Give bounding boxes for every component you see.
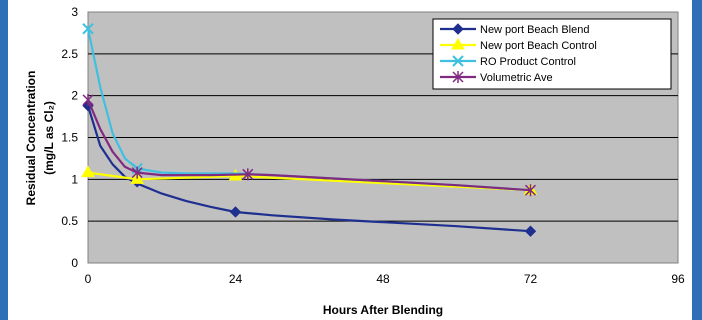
y-tick-label: 2 bbox=[71, 89, 78, 103]
series-line bbox=[86, 105, 531, 233]
marker-stroke bbox=[82, 23, 94, 35]
data-point bbox=[451, 38, 465, 50]
legend-label: RO Product Control bbox=[480, 56, 576, 68]
legend-label: Volumetric Ave bbox=[480, 72, 553, 84]
data-point bbox=[81, 165, 95, 178]
y-tick-label: 0.5 bbox=[61, 214, 78, 228]
chart-frame: 0 0.5 1 1.5 2 2.5 3 0 24 48 72 96 Hours After Blen… bbox=[8, 0, 692, 320]
legend-label: New port Beach Blend bbox=[480, 24, 589, 36]
y-axis-title-line1: Residual Concentration bbox=[24, 71, 38, 206]
series-3 bbox=[82, 93, 537, 197]
x-tick-label: 0 bbox=[85, 272, 92, 286]
y-tick-label: 2.5 bbox=[61, 47, 78, 61]
legend: New port Beach Blend New port Beach Contr… bbox=[432, 18, 672, 90]
data-point bbox=[452, 71, 464, 83]
marker-stroke bbox=[452, 55, 464, 67]
data-point bbox=[524, 225, 537, 237]
series-layer bbox=[81, 23, 538, 237]
y-axis-title-line2: (mg/L as Cl₂) bbox=[42, 101, 56, 175]
data-point bbox=[242, 168, 254, 181]
x-tick-label: 72 bbox=[524, 272, 538, 286]
data-point bbox=[82, 23, 94, 35]
y-tick-label: 3 bbox=[71, 5, 78, 19]
legend-item: New port Beach Control bbox=[440, 38, 597, 52]
legend-item: Volumetric Ave bbox=[440, 71, 553, 84]
series-line bbox=[86, 99, 531, 192]
data-point bbox=[524, 184, 537, 197]
data-point bbox=[452, 23, 464, 35]
data-point bbox=[82, 93, 94, 106]
legend-item: RO Product Control bbox=[440, 55, 576, 68]
x-tick-label: 48 bbox=[376, 272, 390, 286]
series-line bbox=[87, 171, 531, 192]
y-tick-label: 1 bbox=[71, 172, 78, 186]
y-tick-label: 1.5 bbox=[61, 131, 78, 145]
data-point bbox=[452, 55, 464, 67]
x-tick-labels: 0 24 48 72 96 bbox=[85, 272, 685, 286]
y-tick-labels: 0 0.5 1 1.5 2 2.5 3 bbox=[61, 5, 78, 270]
chart-svg: 0 0.5 1 1.5 2 2.5 3 0 24 48 72 96 Hours After Blen… bbox=[24, 5, 685, 317]
legend-items: New port Beach Blend New port Beach Contr… bbox=[440, 23, 597, 84]
legend-label: New port Beach Control bbox=[480, 40, 597, 52]
x-tick-label: 96 bbox=[671, 272, 685, 286]
data-point bbox=[229, 206, 242, 218]
data-point bbox=[131, 166, 143, 179]
legend-item: New port Beach Blend bbox=[440, 23, 589, 36]
y-tick-label: 0 bbox=[71, 256, 78, 270]
x-tick-label: 24 bbox=[229, 272, 243, 286]
y-axis-title: Residual Concentration (mg/L as Cl₂) bbox=[24, 71, 56, 206]
x-axis-title: Hours After Blending bbox=[323, 303, 443, 317]
